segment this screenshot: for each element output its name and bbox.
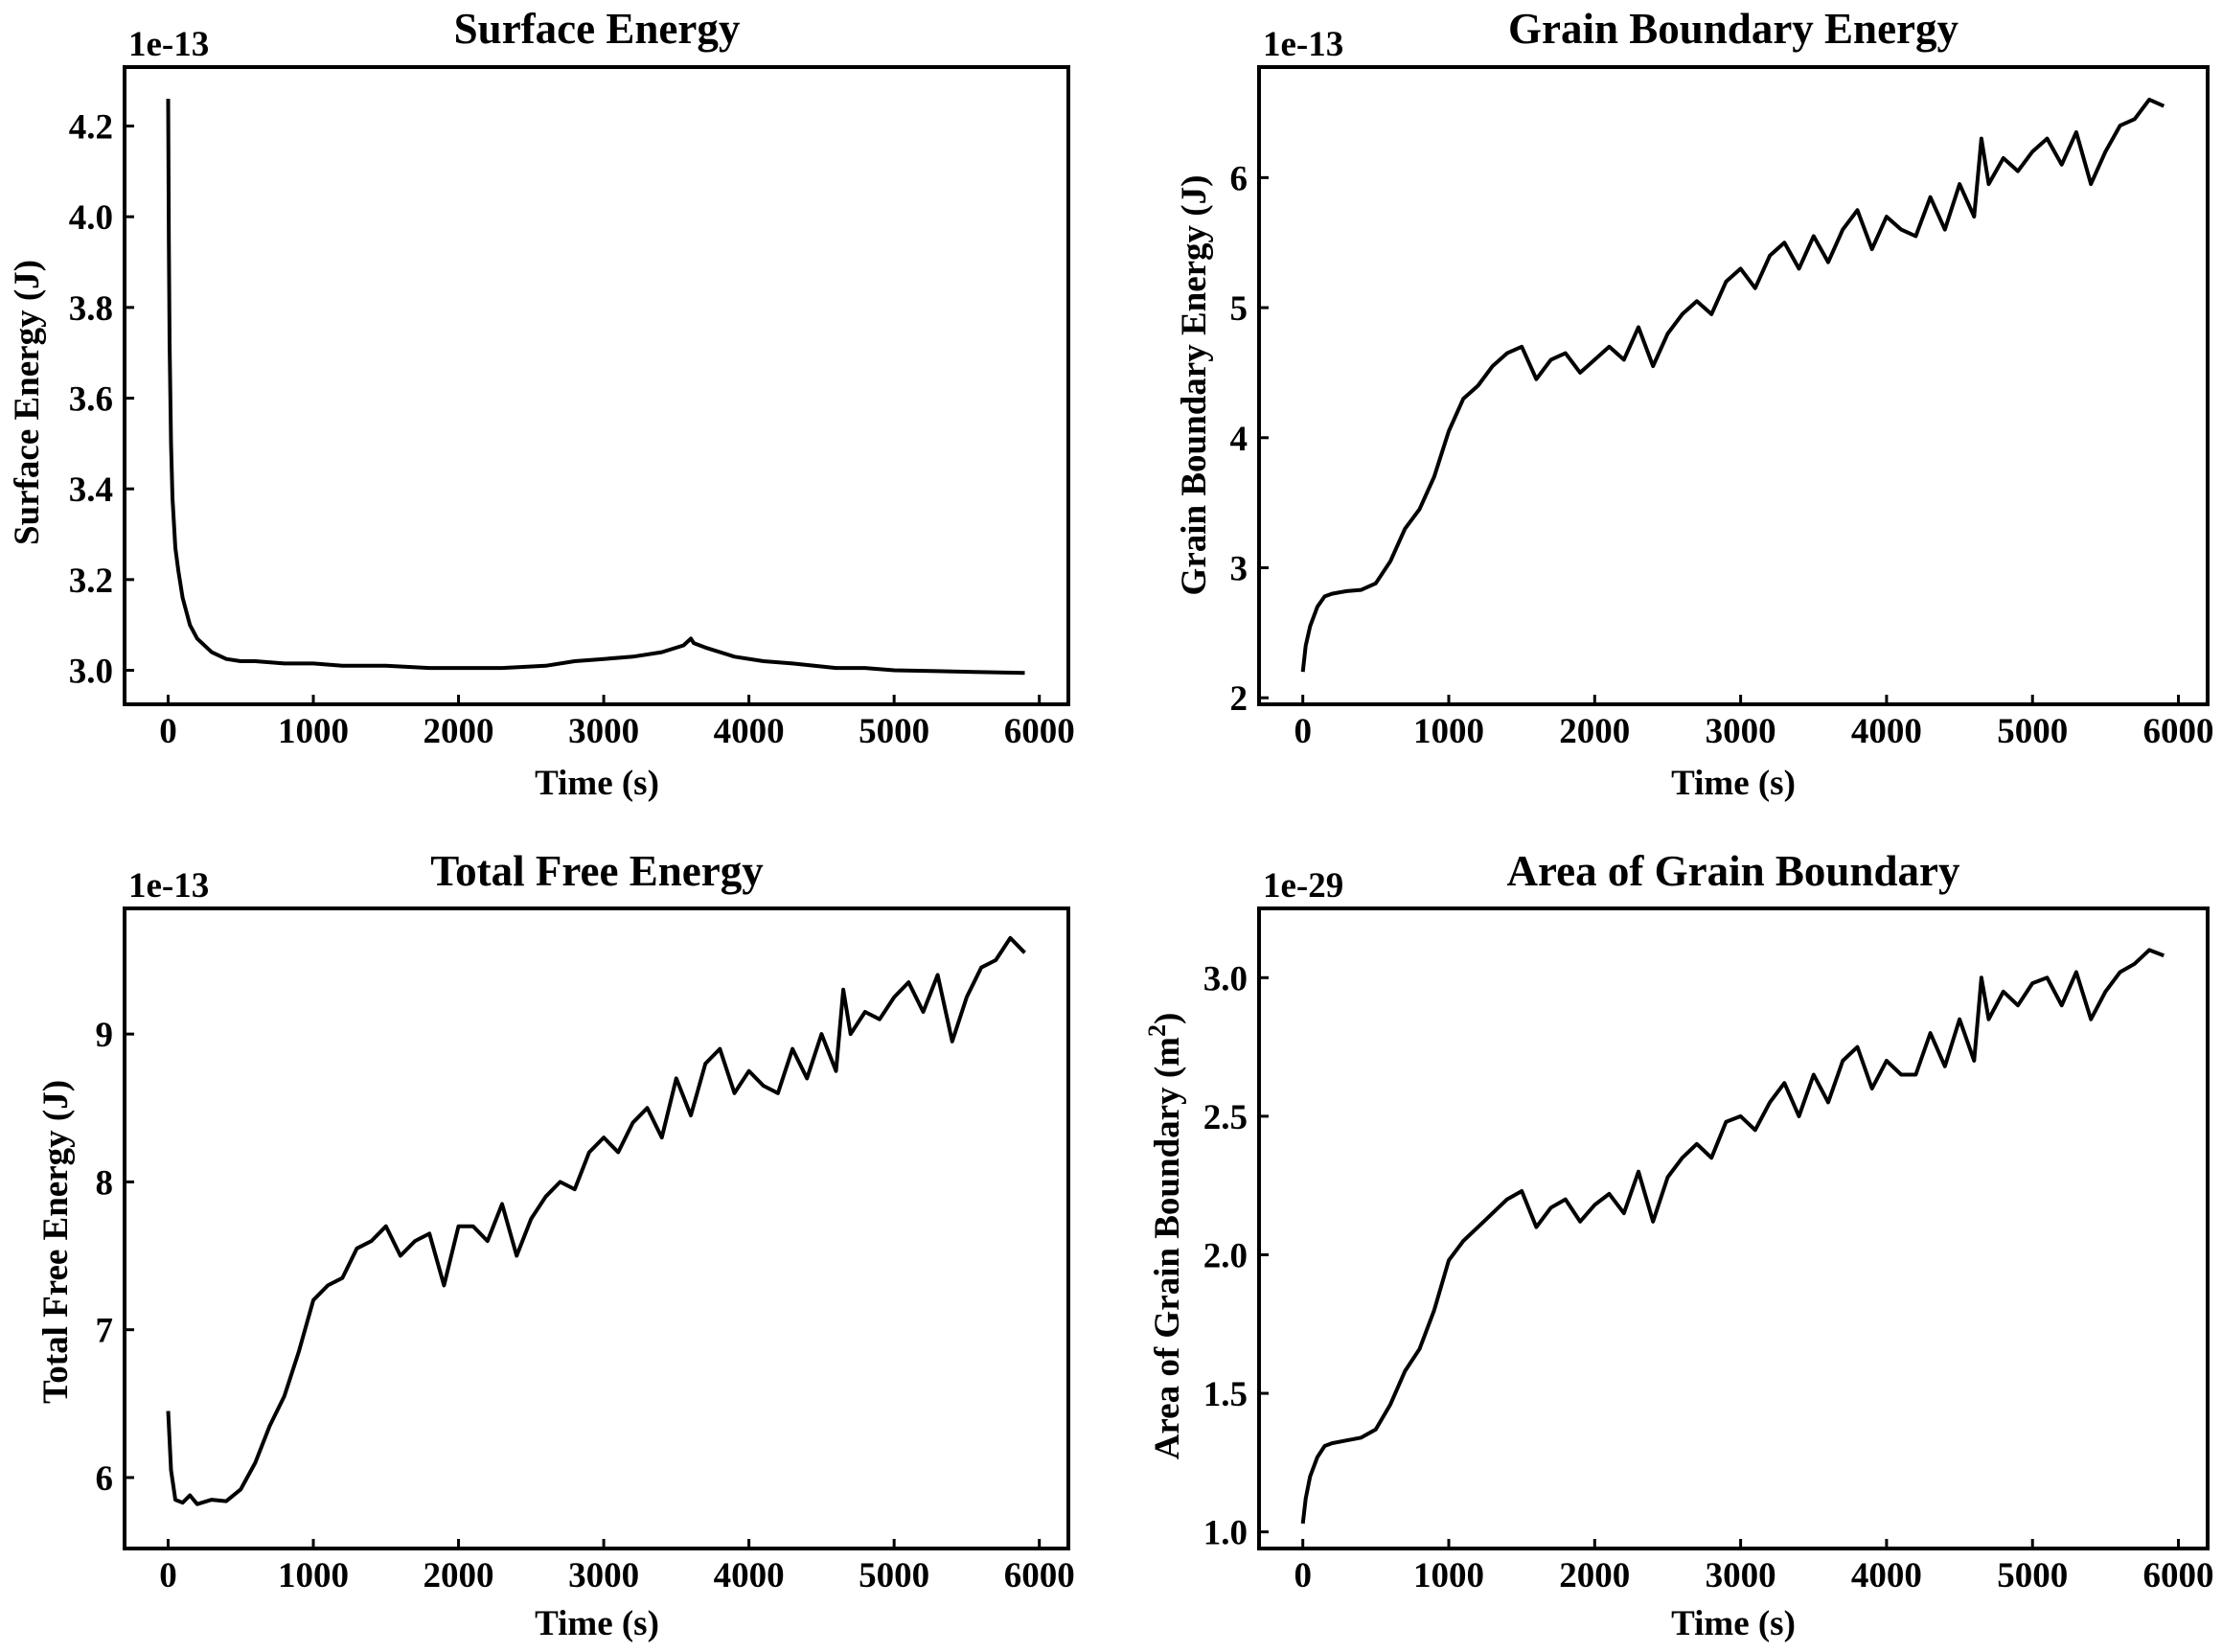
x-tick-label: 3000 bbox=[1706, 1556, 1776, 1595]
chart-title: Total Free Energy bbox=[430, 847, 764, 895]
series-line bbox=[1300, 948, 2165, 1525]
x-axis-label: Time (s) bbox=[535, 1604, 659, 1643]
x-tick-label: 2000 bbox=[1559, 1556, 1630, 1595]
y-tick-label: 3.4 bbox=[69, 470, 113, 510]
series-line bbox=[166, 99, 1025, 676]
plot-frame bbox=[1257, 65, 2210, 706]
x-tick-labels: 0 1000 2000 3000 4000 5000 6000 bbox=[159, 712, 1074, 751]
x-tick-labels: 0 1000 2000 3000 4000 5000 6000 bbox=[159, 1556, 1074, 1595]
series-line bbox=[166, 935, 1026, 1506]
chart-title: Area of Grain Boundary bbox=[1507, 847, 1960, 895]
offset-label: 1e-29 bbox=[1263, 866, 1343, 906]
x-tick-label: 6000 bbox=[2143, 1556, 2214, 1595]
x-tick-label: 5000 bbox=[1997, 712, 2068, 751]
offset-label: 1e-13 bbox=[128, 866, 209, 906]
x-tick-label: 0 bbox=[1294, 1556, 1312, 1595]
chart-title: Grain Boundary Energy bbox=[1508, 5, 1959, 53]
y-tick-label: 6 bbox=[96, 1459, 114, 1499]
y-axis-label: Grain Boundary Energy (J) bbox=[1175, 175, 1214, 596]
x-tick-label: 1000 bbox=[1413, 1556, 1484, 1595]
x-tick-labels: 0 1000 2000 3000 4000 5000 6000 bbox=[1294, 1556, 2213, 1595]
y-tick-label: 3.8 bbox=[69, 289, 113, 329]
chart-title: Surface Energy bbox=[454, 5, 741, 53]
y-axis-label: Total Free Energy (J) bbox=[36, 1080, 76, 1404]
x-tick-label: 6000 bbox=[2143, 712, 2214, 751]
x-axis-label: Time (s) bbox=[1671, 764, 1796, 803]
y-tick-label: 2.5 bbox=[1203, 1098, 1248, 1137]
x-tick-label: 5000 bbox=[859, 712, 929, 751]
x-axis-label: Time (s) bbox=[535, 764, 659, 803]
y-tick-label: 1.5 bbox=[1203, 1375, 1248, 1414]
x-tick-label: 4000 bbox=[714, 712, 785, 751]
y-tick-label: 5 bbox=[1230, 289, 1248, 329]
x-tick-labels: 0 1000 2000 3000 4000 5000 6000 bbox=[1294, 712, 2213, 751]
y-tick-label: 3.0 bbox=[69, 653, 113, 692]
y-tick-label: 4.2 bbox=[69, 108, 113, 148]
y-tick-label: 3.6 bbox=[69, 380, 113, 420]
y-tick-label: 3.2 bbox=[69, 562, 113, 601]
panel-area-of-grain-boundary: Area of Grain Boundary 1e-29 Area of Gra… bbox=[1143, 847, 2214, 1643]
x-tick-label: 1000 bbox=[1413, 712, 1484, 751]
y-tick-label: 7 bbox=[96, 1312, 114, 1351]
x-tick-label: 3000 bbox=[1706, 712, 1776, 751]
y-tick-labels: 1.0 1.5 2.0 2.5 3.0 bbox=[1203, 959, 1248, 1552]
y-axis-label-suffix: ) bbox=[1148, 1013, 1187, 1024]
y-tick-labels: 2 3 4 5 6 bbox=[1230, 159, 1248, 719]
x-tick-label: 2000 bbox=[424, 712, 494, 751]
y-axis-label: Area of Grain Boundary (m2) bbox=[1143, 1013, 1187, 1460]
y-tick-labels: 3.0 3.2 3.4 3.6 3.8 4.0 4.2 bbox=[69, 108, 113, 692]
x-tick-label: 1000 bbox=[278, 1556, 349, 1595]
y-tick-label: 6 bbox=[1230, 159, 1248, 198]
plot-frame bbox=[123, 906, 1070, 1550]
x-tick-label: 5000 bbox=[1997, 1556, 2068, 1595]
x-tick-label: 0 bbox=[159, 1556, 177, 1595]
y-axis-label: Surface Energy (J) bbox=[8, 260, 47, 545]
x-tick-label: 6000 bbox=[1004, 712, 1075, 751]
x-tick-label: 0 bbox=[1294, 712, 1312, 751]
y-tick-label: 4 bbox=[1230, 420, 1248, 459]
x-tick-label: 1000 bbox=[278, 712, 349, 751]
x-tick-label: 4000 bbox=[714, 1556, 785, 1595]
x-tick-label: 2000 bbox=[1559, 712, 1630, 751]
offset-label: 1e-13 bbox=[1263, 25, 1343, 64]
panel-total-free-energy: Total Free Energy 1e-13 Total Free Energ… bbox=[36, 847, 1075, 1643]
y-tick-label: 3.0 bbox=[1203, 959, 1248, 998]
x-tick-label: 4000 bbox=[1851, 712, 1922, 751]
panel-grain-boundary-energy: Grain Boundary Energy 1e-13 Grain Bounda… bbox=[1175, 5, 2214, 803]
y-tick-label: 2.0 bbox=[1203, 1236, 1248, 1275]
y-tick-label: 4.0 bbox=[69, 198, 113, 238]
y-axis-label-main: Area of Grain Boundary (m bbox=[1148, 1037, 1187, 1459]
x-tick-label: 0 bbox=[159, 712, 177, 751]
y-tick-label: 2 bbox=[1230, 679, 1248, 719]
y-axis-label-superscript: 2 bbox=[1143, 1024, 1171, 1037]
y-tick-labels: 6 7 8 9 bbox=[96, 1016, 114, 1499]
x-tick-label: 6000 bbox=[1004, 1556, 1075, 1595]
offset-label: 1e-13 bbox=[128, 25, 209, 64]
series-line bbox=[1300, 97, 2165, 673]
x-tick-label: 5000 bbox=[859, 1556, 929, 1595]
x-tick-label: 2000 bbox=[424, 1556, 494, 1595]
plot-frame bbox=[123, 65, 1070, 706]
y-tick-label: 1.0 bbox=[1203, 1514, 1248, 1553]
x-tick-label: 4000 bbox=[1851, 1556, 1922, 1595]
y-tick-label: 8 bbox=[96, 1163, 114, 1203]
y-tick-label: 9 bbox=[96, 1016, 114, 1055]
panel-surface-energy: Surface Energy 1e-13 Surface Energy (J) … bbox=[8, 5, 1075, 803]
x-axis-label: Time (s) bbox=[1671, 1604, 1796, 1643]
plot-frame bbox=[1257, 906, 2210, 1550]
x-tick-label: 3000 bbox=[568, 712, 639, 751]
x-tick-label: 3000 bbox=[568, 1556, 639, 1595]
y-tick-label: 3 bbox=[1230, 550, 1248, 589]
